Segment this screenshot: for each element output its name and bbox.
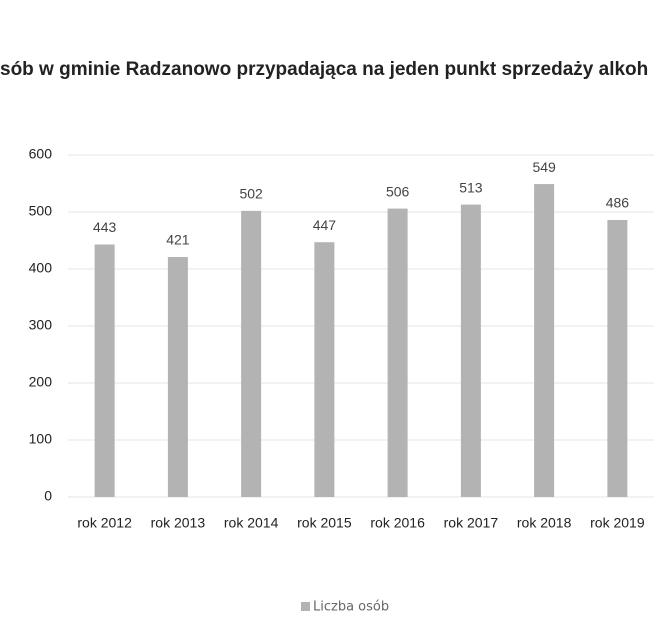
data-label: 549	[532, 159, 556, 175]
y-tick-label: 300	[29, 317, 53, 333]
y-tick-label: 200	[29, 374, 53, 390]
bar	[94, 244, 115, 497]
y-tick-label: 600	[29, 146, 53, 162]
x-tick-label: rok 2018	[517, 515, 572, 531]
bar	[387, 208, 408, 497]
data-label: 486	[606, 195, 630, 211]
data-label: 447	[313, 217, 337, 233]
y-tick-label: 500	[29, 203, 53, 219]
data-label: 502	[239, 186, 263, 202]
bar	[314, 242, 335, 497]
y-tick-label: 400	[29, 260, 53, 276]
y-tick-label: 0	[44, 488, 52, 504]
x-tick-label: rok 2012	[77, 515, 132, 531]
bar	[607, 219, 628, 498]
bar	[167, 257, 188, 497]
data-label: 443	[93, 219, 117, 235]
x-tick-label: rok 2016	[370, 515, 425, 531]
legend-label: Liczba osób	[313, 600, 389, 615]
x-tick-label: rok 2013	[151, 515, 206, 531]
data-label: 421	[166, 232, 190, 248]
x-tick-label: rok 2014	[224, 515, 279, 531]
chart-title: sób w gminie Radzanowo przypadająca na j…	[0, 59, 648, 80]
y-tick-label: 100	[29, 431, 53, 447]
x-tick-label: rok 2019	[590, 515, 645, 531]
data-label: 513	[459, 179, 483, 195]
bar	[241, 210, 262, 498]
x-tick-label: rok 2015	[297, 515, 352, 531]
legend-swatch	[301, 602, 310, 611]
x-tick-label: rok 2017	[444, 515, 499, 531]
bar	[534, 184, 555, 497]
data-label: 506	[386, 183, 410, 199]
bar	[460, 204, 481, 497]
